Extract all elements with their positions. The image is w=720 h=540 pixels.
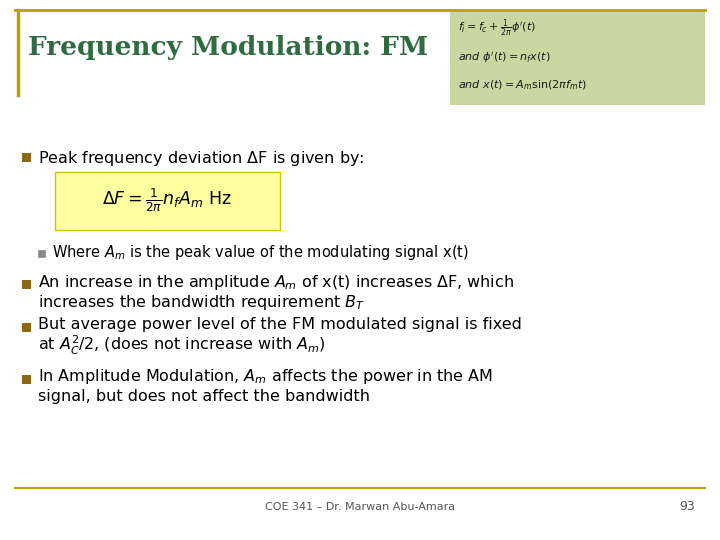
Bar xyxy=(55,172,280,230)
Bar xyxy=(450,10,705,105)
Text: increases the bandwidth requirement $B_T$: increases the bandwidth requirement $B_T… xyxy=(38,294,365,313)
Text: In Amplitude Modulation, $A_m$ affects the power in the AM: In Amplitude Modulation, $A_m$ affects t… xyxy=(38,368,493,387)
Bar xyxy=(22,375,31,384)
Text: $f_i = f_c + \frac{1}{2\pi}\phi'(t)$: $f_i = f_c + \frac{1}{2\pi}\phi'(t)$ xyxy=(458,17,536,39)
Text: COE 341 – Dr. Marwan Abu-Amara: COE 341 – Dr. Marwan Abu-Amara xyxy=(265,502,455,512)
Bar xyxy=(38,250,45,257)
Text: $and\ \phi'(t) = n_f x(t)$: $and\ \phi'(t) = n_f x(t)$ xyxy=(458,51,551,65)
Text: $\Delta F = \frac{1}{2\pi} n_f A_m \ \mathrm{Hz}$: $\Delta F = \frac{1}{2\pi} n_f A_m \ \ma… xyxy=(102,186,232,214)
Text: at $A_C^2$/2, (does not increase with $A_m$): at $A_C^2$/2, (does not increase with $A… xyxy=(38,333,326,356)
Text: Peak frequency deviation $\Delta$F is given by:: Peak frequency deviation $\Delta$F is gi… xyxy=(38,148,364,167)
Bar xyxy=(22,153,31,162)
Text: Where $A_m$ is the peak value of the modulating signal x(t): Where $A_m$ is the peak value of the mod… xyxy=(52,242,469,261)
Text: 93: 93 xyxy=(679,501,695,514)
Text: signal, but does not affect the bandwidth: signal, but does not affect the bandwidt… xyxy=(38,389,370,404)
Bar xyxy=(22,323,31,332)
Text: An increase in the amplitude $A_m$ of x(t) increases $\Delta$F, which: An increase in the amplitude $A_m$ of x(… xyxy=(38,273,514,293)
Text: Frequency Modulation: FM: Frequency Modulation: FM xyxy=(28,36,428,60)
Bar xyxy=(22,280,31,289)
Text: But average power level of the FM modulated signal is fixed: But average power level of the FM modula… xyxy=(38,318,522,333)
Text: $and\ x(t) = A_m \sin(2\pi f_m t)$: $and\ x(t) = A_m \sin(2\pi f_m t)$ xyxy=(458,78,587,92)
